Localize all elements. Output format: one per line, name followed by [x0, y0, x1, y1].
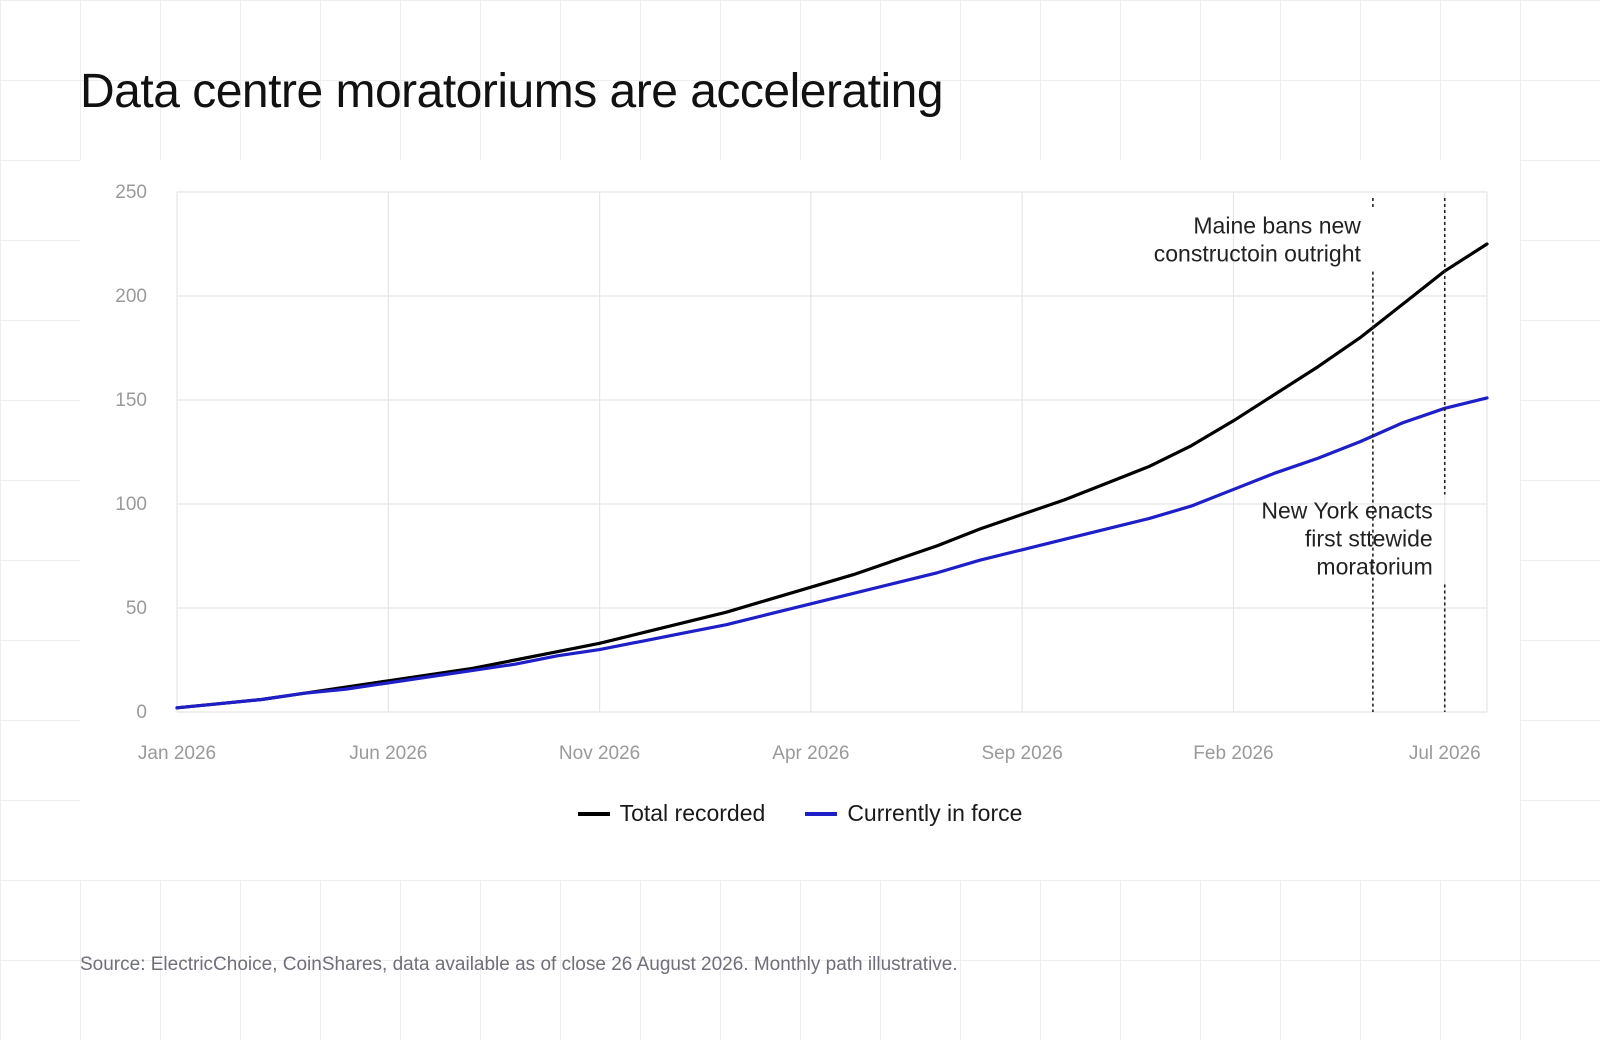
y-tick-label: 200	[115, 286, 147, 307]
legend-swatch-in-force	[805, 811, 838, 816]
legend-item-total: Total recorded	[577, 800, 766, 827]
legend-swatch-total	[577, 811, 610, 816]
y-tick-label: 150	[115, 390, 147, 411]
chart-legend: Total recorded Currently in force	[80, 800, 1520, 827]
series-line-total-recorded	[175, 242, 1489, 710]
x-tick-label: Sep 2026	[981, 743, 1062, 764]
annotation-text: New York enacts	[1261, 498, 1432, 524]
y-tick-label: 100	[115, 494, 147, 515]
annotation-text: first sttewide	[1305, 526, 1433, 552]
x-tick-label: Apr 2026	[772, 743, 849, 764]
x-tick-label: Jul 2026	[1409, 743, 1481, 764]
line-chart: 0 50 100 150 200 250 Jan 2026 Jun 2026 Nov 2026 A…	[115, 182, 1489, 764]
y-tick-label: 250	[115, 182, 147, 203]
legend-label-in-force: Currently in force	[847, 800, 1023, 826]
x-tick-label: Nov 2026	[559, 743, 640, 764]
annotation-text: moratorium	[1316, 554, 1432, 580]
chart-area: 0 50 100 150 200 250 Jan 2026 Jun 2026 Nov 2026 A…	[80, 160, 1520, 880]
legend-label-total: Total recorded	[619, 800, 766, 826]
x-tick-label: Feb 2026	[1193, 743, 1273, 764]
x-tick-label: Jun 2026	[349, 743, 427, 764]
series-line-currently-in-force	[175, 396, 1489, 710]
annotation-text: constructoin outright	[1154, 241, 1362, 267]
chart-title: Data centre moratoriums are accelerating	[80, 65, 944, 118]
source-note: Source: ElectricChoice, CoinShares, data…	[80, 954, 958, 975]
legend-item-in-force: Currently in force	[805, 800, 1022, 827]
y-tick-label: 0	[136, 702, 147, 723]
annotation-text: Maine bans new	[1193, 213, 1361, 239]
y-tick-label: 50	[126, 598, 147, 619]
x-tick-label: Jan 2026	[138, 743, 216, 764]
